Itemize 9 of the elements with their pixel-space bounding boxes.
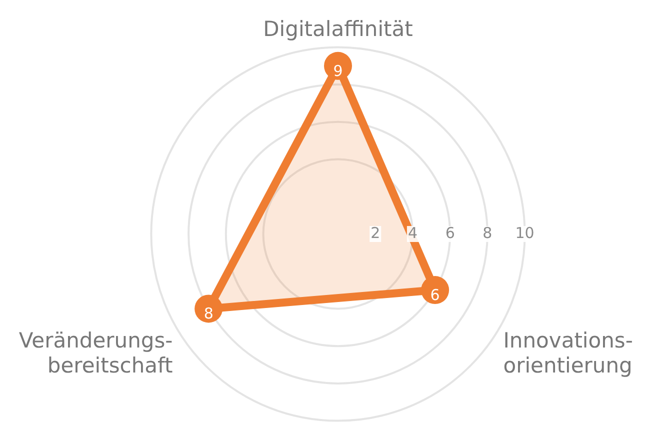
y-tick-label: 2 bbox=[370, 224, 380, 242]
data-label: 8 bbox=[204, 304, 214, 323]
data-label: 9 bbox=[333, 62, 343, 80]
data-label: 6 bbox=[430, 286, 440, 304]
spoke-label: Digitalaffinität bbox=[263, 17, 413, 42]
y-tick-label: 4 bbox=[408, 224, 418, 242]
spoke-label: Innovations-orientierung bbox=[503, 328, 633, 378]
spoke-label: Veränderungs-bereitschaft bbox=[18, 328, 173, 378]
y-tick-label: 10 bbox=[515, 224, 534, 242]
